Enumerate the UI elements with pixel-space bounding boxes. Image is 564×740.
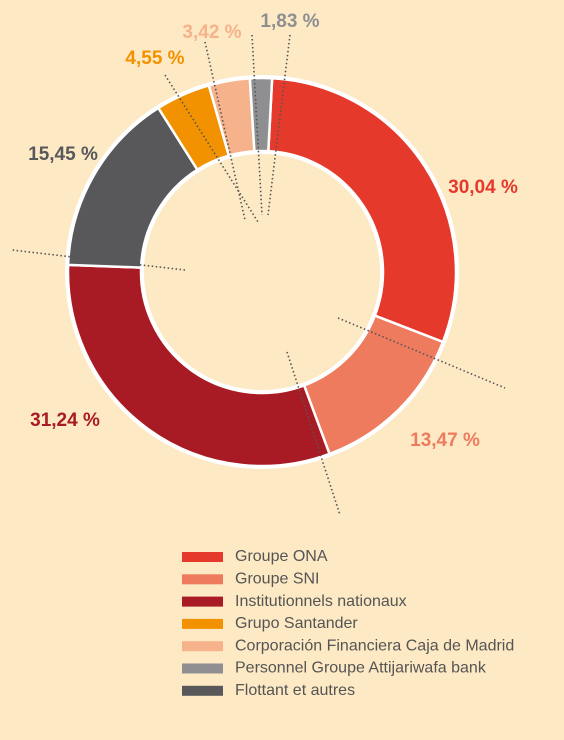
legend-swatch bbox=[182, 685, 223, 696]
legend-label: Groupe SNI bbox=[235, 571, 319, 588]
legend-label: Institutionnels nationaux bbox=[235, 593, 407, 610]
leader-line bbox=[164, 74, 259, 223]
value-label: 4,55 % bbox=[125, 48, 184, 69]
legend-swatch bbox=[182, 663, 223, 674]
legend-label: Personnel Groupe Attijariwafa bank bbox=[235, 660, 487, 677]
value-label: 15,45 % bbox=[28, 144, 98, 165]
donut-hole-outline bbox=[141, 151, 383, 393]
legend-label: Groupe ONA bbox=[235, 548, 328, 565]
value-label: 31,24 % bbox=[30, 410, 100, 431]
donut bbox=[65, 75, 459, 469]
legend-swatch bbox=[182, 641, 223, 652]
legend-swatch bbox=[182, 618, 223, 629]
leader-lines bbox=[11, 34, 506, 516]
legend-label: Flottant et autres bbox=[235, 682, 355, 699]
leader-line bbox=[286, 351, 341, 516]
donut-slice bbox=[66, 263, 332, 468]
value-label: 3,42 % bbox=[182, 22, 241, 43]
legend-swatch bbox=[182, 574, 223, 585]
legend-label: Grupo Santander bbox=[235, 615, 358, 632]
legend-swatch bbox=[182, 596, 223, 607]
value-label: 30,04 % bbox=[448, 177, 518, 198]
legend-swatch bbox=[182, 552, 223, 562]
leader-line bbox=[204, 41, 246, 221]
legend-label: Corporación Financiera Caja de Madrid bbox=[235, 637, 514, 654]
leader-line bbox=[11, 249, 186, 271]
donut-slice bbox=[248, 76, 274, 153]
donut-slice bbox=[267, 76, 458, 344]
donut-outline bbox=[65, 75, 459, 469]
value-label: 13,47 % bbox=[410, 430, 480, 451]
value-label: 1,83 % bbox=[260, 11, 319, 32]
